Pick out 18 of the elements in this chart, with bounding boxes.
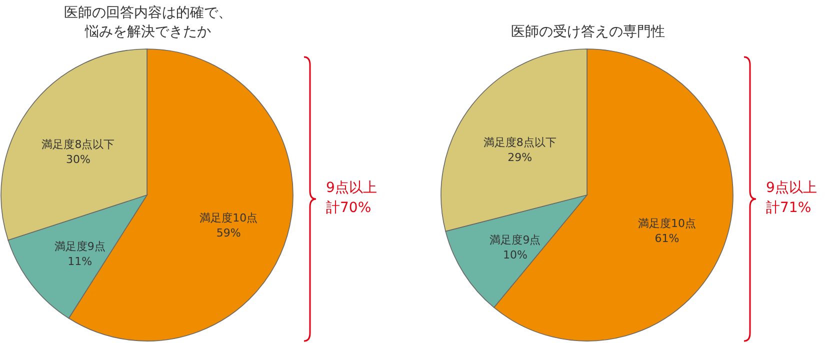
text: 9点以上 — [326, 179, 377, 198]
slice-label: 満足度10点 — [200, 212, 258, 225]
slice-label: 満足度8点以下 — [483, 136, 556, 149]
data-label: 59% — [216, 226, 241, 240]
data-label: 30% — [66, 153, 90, 166]
chart-title: 医師の回答内容は的確で、悩みを解決できたか — [63, 4, 233, 42]
slice-label: 満足度9点 — [490, 234, 541, 247]
slice-label: 満足度8点以下 — [42, 138, 115, 152]
chart-title: 医師の受け答えの専門性 — [511, 23, 665, 42]
text: 計71% — [766, 199, 812, 218]
slice-label: 満足度10点 — [638, 216, 696, 230]
text: 9点以上 — [766, 179, 817, 198]
data-label: 61% — [654, 232, 680, 245]
data-label: 29% — [508, 150, 532, 164]
data-label: 11% — [68, 255, 92, 268]
data-label: 10% — [503, 248, 528, 262]
text: 計70% — [326, 199, 372, 218]
slice-label: 満足度9点 — [54, 240, 106, 254]
